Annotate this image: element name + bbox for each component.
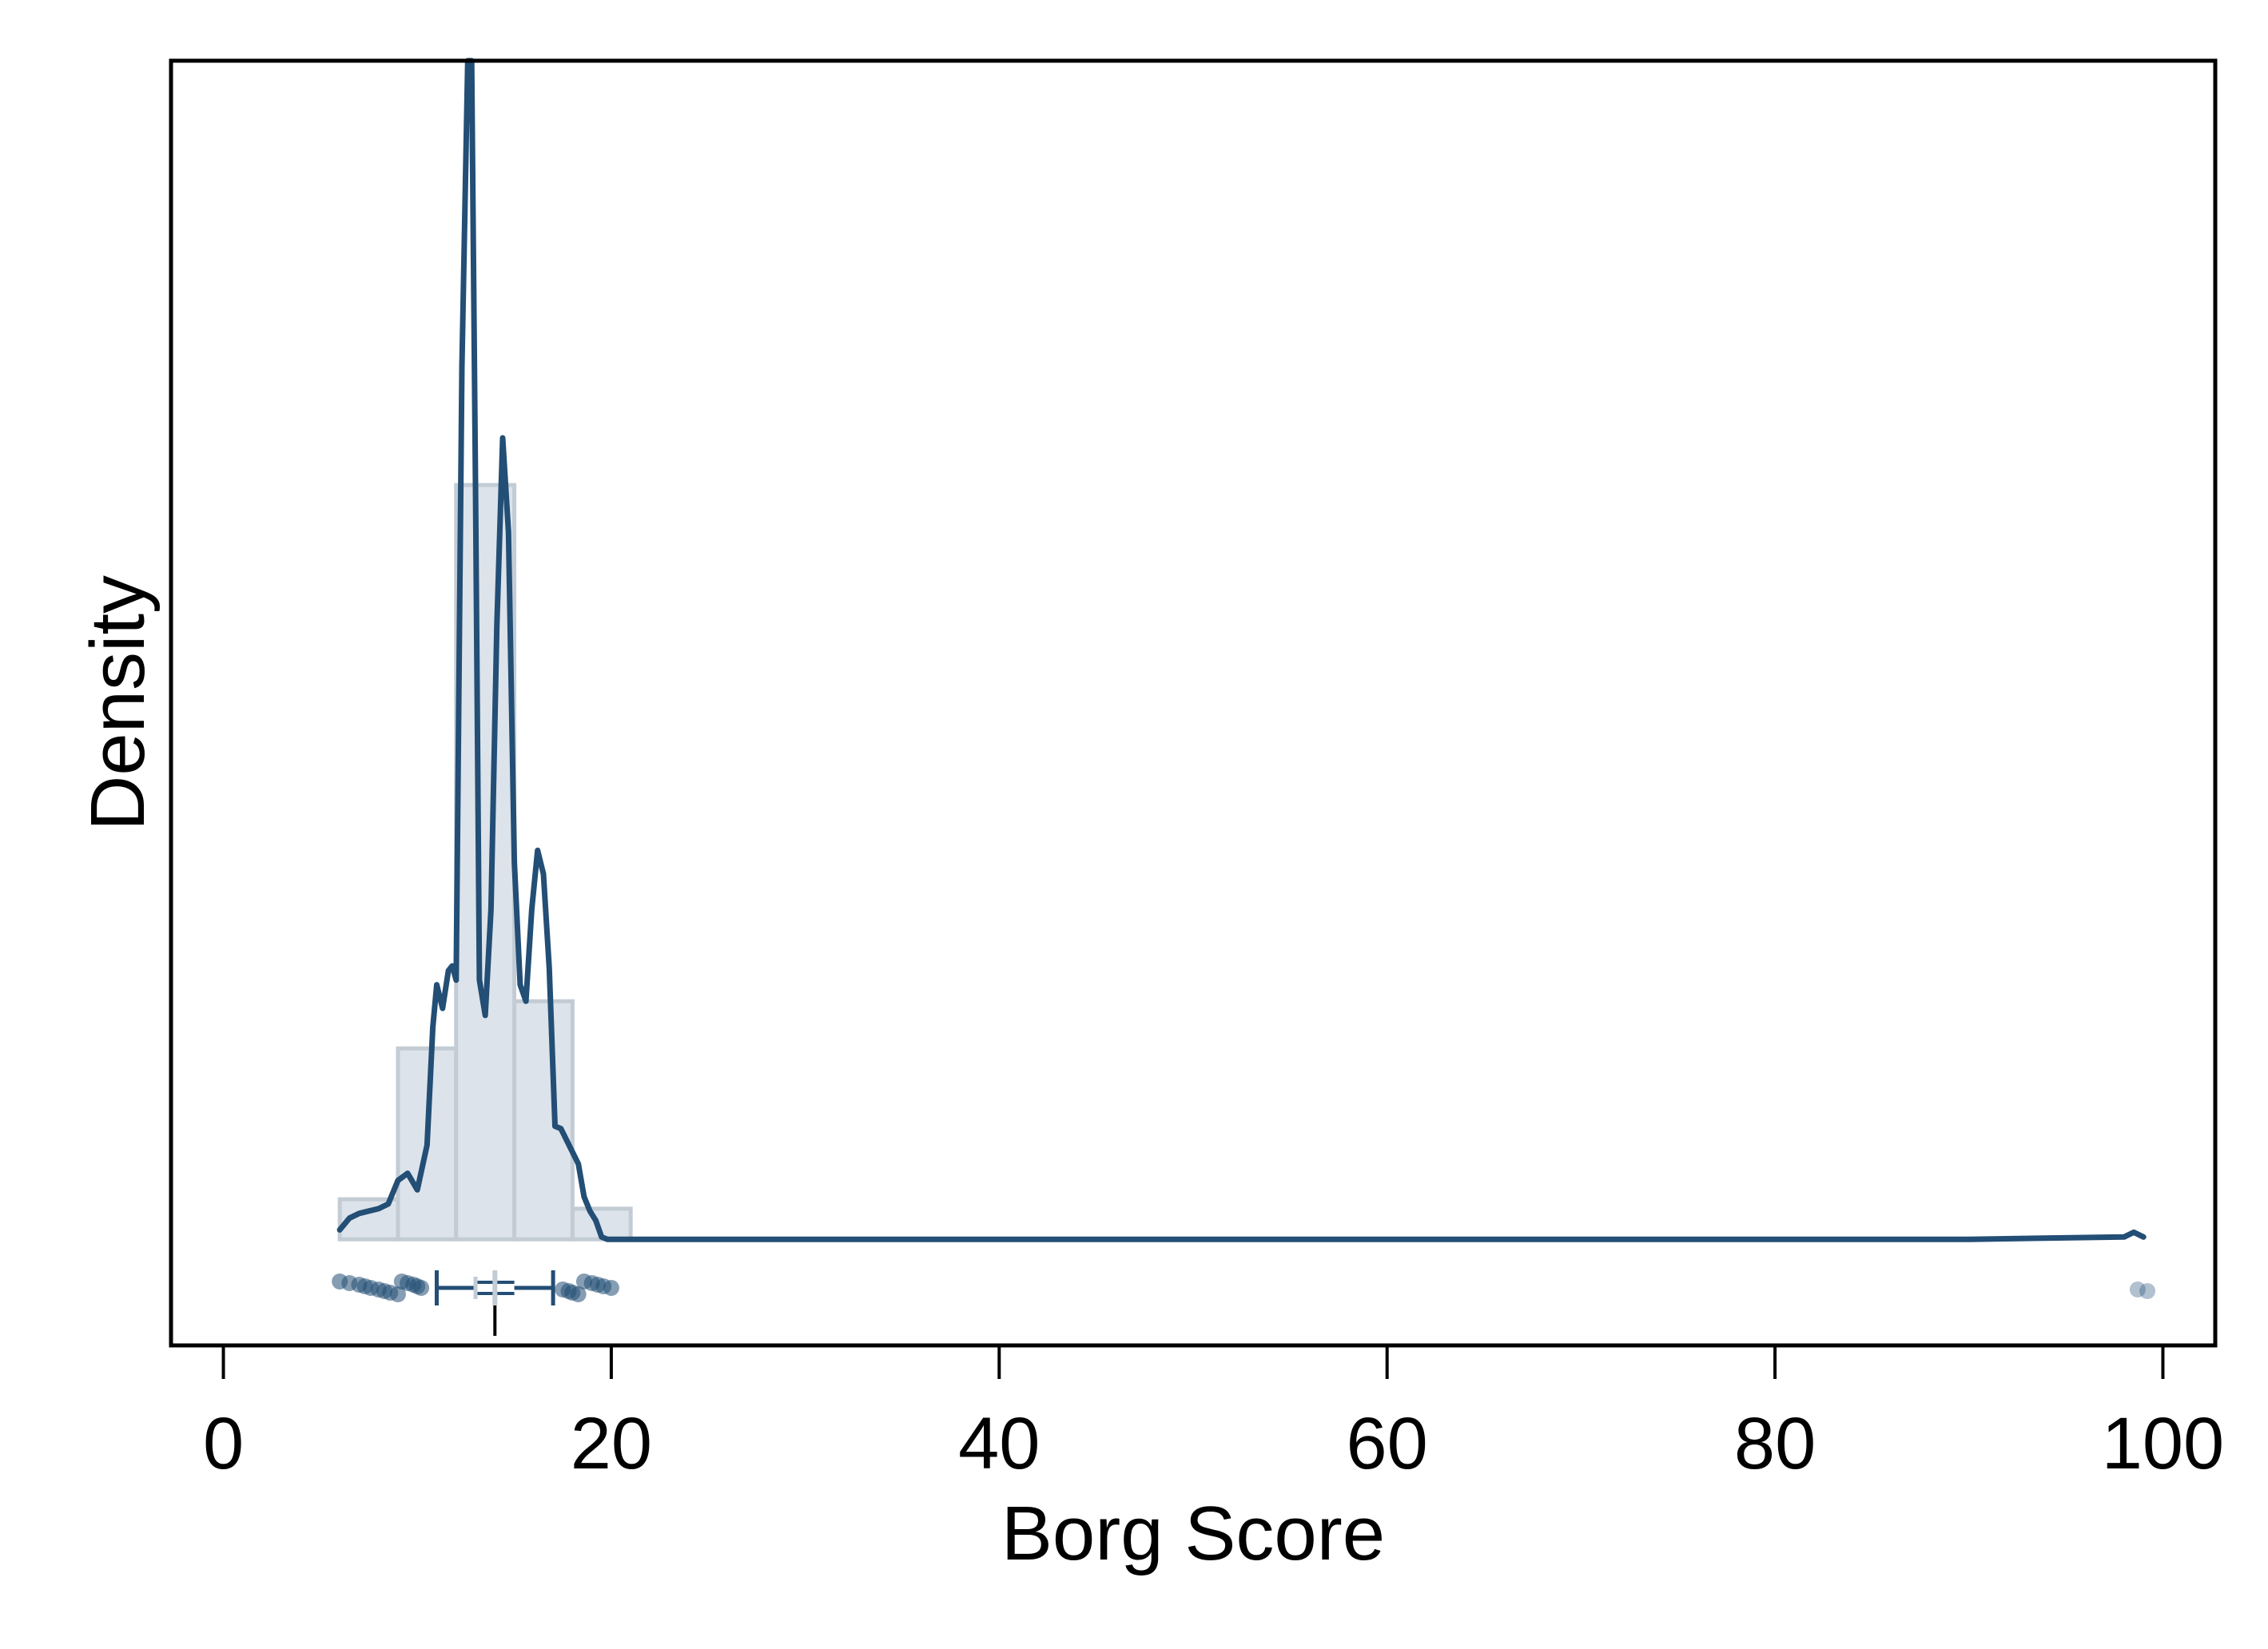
x-axis-label: Borg Score [1001, 1491, 1385, 1576]
plot-frame [169, 58, 2218, 1348]
y-axis-label: Density [75, 575, 161, 831]
x-tick-label: 100 [2102, 1403, 2225, 1484]
boxplot-layer [434, 1270, 555, 1336]
data-point [2139, 1283, 2156, 1299]
x-axis-ticks: 0 20 40 60 80 100 [203, 1345, 2224, 1484]
x-tick-label: 0 [203, 1403, 244, 1484]
x-tick-label: 40 [958, 1403, 1040, 1484]
histogram-bar [454, 483, 517, 1242]
data-point [389, 1286, 406, 1302]
data-point [570, 1286, 587, 1302]
data-point [603, 1280, 619, 1296]
histogram-bars [337, 483, 633, 1242]
x-tick-label: 60 [1347, 1403, 1428, 1484]
histogram-bar [512, 999, 575, 1242]
data-point [413, 1280, 430, 1296]
data-points-layer [332, 1274, 2156, 1302]
x-tick-label: 20 [571, 1403, 652, 1484]
data-point [2129, 1281, 2146, 1297]
density-curve [336, 58, 2147, 1242]
x-tick-label: 80 [1734, 1403, 1816, 1484]
density-curve-layer [336, 58, 2147, 1242]
